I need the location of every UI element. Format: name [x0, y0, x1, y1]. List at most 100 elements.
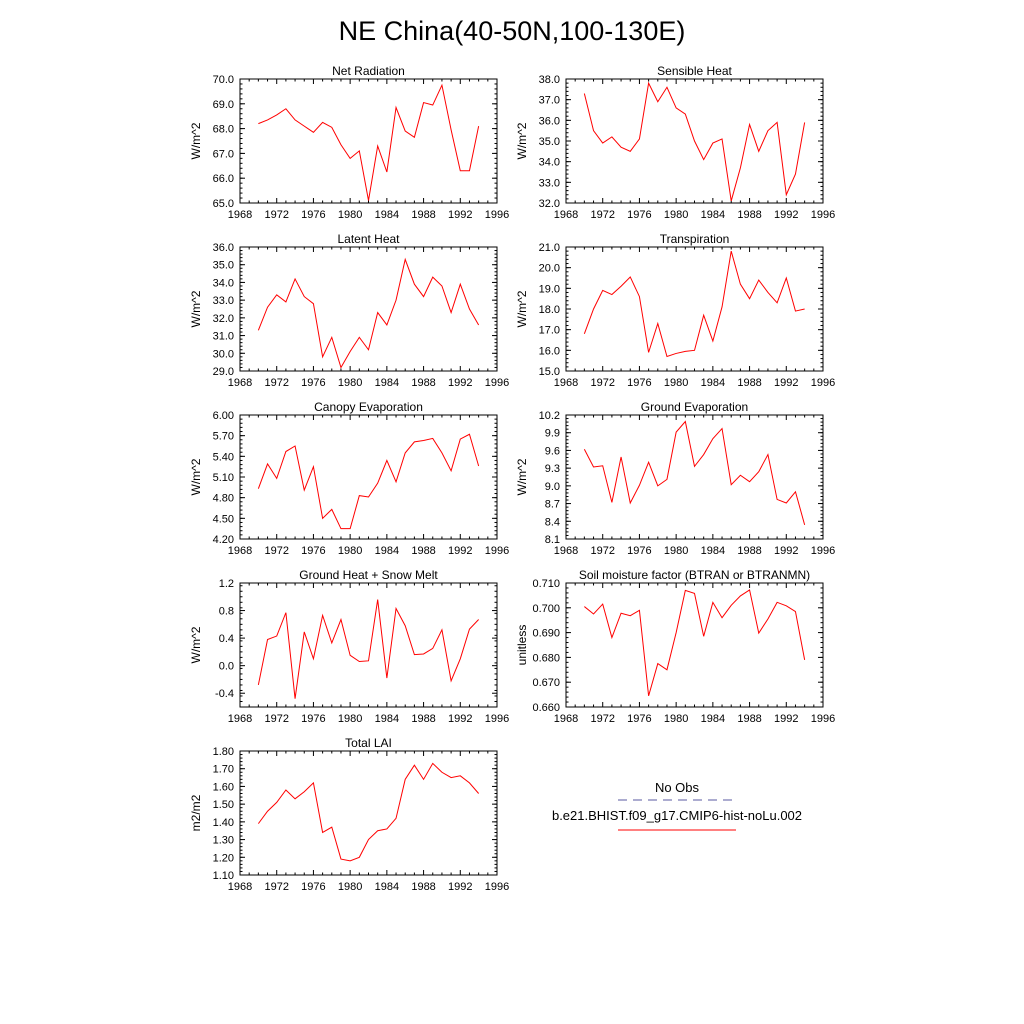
chart-panel: Ground Heat + Snow Melt W/m^2 1968 1972 1976… — [189, 568, 509, 725]
y-tick-label: 0.700 — [532, 603, 560, 615]
x-tick-label: 1992 — [774, 209, 798, 221]
x-tick-label: 1972 — [590, 209, 614, 221]
y-tick-label: 37.0 — [539, 95, 560, 107]
x-tick-label: 1984 — [375, 545, 399, 557]
series-line — [257, 257, 480, 369]
x-tick-label: 1996 — [811, 713, 835, 725]
x-tick-label: 1980 — [664, 209, 688, 221]
y-tick-label: 8.7 — [545, 499, 560, 511]
x-tick-label: 1992 — [774, 545, 798, 557]
chart-title: Canopy Evaporation — [314, 400, 423, 414]
y-tick-label: 0.8 — [219, 606, 234, 618]
x-tick-label: 1988 — [411, 713, 435, 725]
y-tick-label: 70.0 — [213, 74, 234, 86]
y-tick-label: 8.1 — [545, 534, 560, 546]
page-title: NE China(40-50N,100-130E) — [339, 16, 686, 46]
x-tick-label: 1968 — [554, 209, 578, 221]
x-tick-label: 1976 — [301, 209, 325, 221]
x-tick-label: 1980 — [664, 377, 688, 389]
x-tick-label: 1976 — [627, 209, 651, 221]
series-line — [257, 599, 480, 699]
series-line — [257, 762, 480, 862]
y-tick-label: 4.50 — [213, 513, 234, 525]
series-line — [583, 81, 806, 202]
y-tick-label: 29.0 — [213, 366, 234, 378]
plot-frame — [239, 750, 498, 876]
x-tick-label: 1976 — [301, 377, 325, 389]
y-tick-label: 16.0 — [539, 345, 560, 357]
y-axis-label: W/m^2 — [189, 626, 203, 663]
chart-title: Soil moisture factor (BTRAN or BTRANMN) — [579, 568, 810, 582]
x-tick-label: 1988 — [411, 209, 435, 221]
y-axis-label: W/m^2 — [515, 458, 529, 495]
x-tick-label: 1980 — [664, 545, 688, 557]
x-tick-label: 1984 — [375, 377, 399, 389]
y-axis-label: W/m^2 — [189, 458, 203, 495]
chart-panel: Net Radiation W/m^2 1968 1972 1976 1980 1984 19… — [189, 64, 509, 221]
y-tick-label: 38.0 — [539, 74, 560, 86]
x-tick-label: 1968 — [228, 209, 252, 221]
x-tick-label: 1980 — [338, 713, 362, 725]
y-tick-label: 33.0 — [539, 177, 560, 189]
x-tick-label: 1972 — [590, 377, 614, 389]
x-tick-label: 1984 — [375, 881, 399, 893]
y-tick-label: 1.60 — [213, 781, 234, 793]
y-tick-label: -0.4 — [215, 688, 234, 700]
y-axis-label: W/m^2 — [189, 122, 203, 159]
plot-frame — [565, 246, 824, 372]
y-tick-label: 4.80 — [213, 493, 234, 505]
y-tick-label: 0.4 — [219, 633, 234, 645]
series-line — [583, 250, 805, 358]
y-tick-label: 66.0 — [213, 173, 234, 185]
legend-model-label: b.e21.BHIST.f09_g17.CMIP6-hist-noLu.002 — [552, 808, 802, 823]
x-tick-label: 1976 — [627, 377, 651, 389]
y-tick-label: 35.0 — [213, 260, 234, 272]
chart-panel: Canopy Evaporation W/m^2 1968 1972 1976 1980 1… — [189, 400, 509, 557]
x-tick-label: 1980 — [664, 713, 688, 725]
y-tick-label: 21.0 — [539, 242, 560, 254]
x-tick-label: 1988 — [411, 377, 435, 389]
y-tick-label: 69.0 — [213, 99, 234, 111]
y-tick-label: 1.80 — [213, 746, 234, 758]
y-tick-label: 36.0 — [213, 242, 234, 254]
series-line — [258, 83, 480, 201]
chart-title: Sensible Heat — [657, 64, 732, 78]
series-line — [584, 589, 806, 696]
y-tick-label: 34.0 — [213, 277, 234, 289]
y-tick-label: 33.0 — [213, 295, 234, 307]
y-tick-label: 1.50 — [213, 799, 234, 811]
x-tick-label: 1968 — [228, 713, 252, 725]
y-tick-label: 65.0 — [213, 198, 234, 210]
x-tick-label: 1996 — [811, 545, 835, 557]
x-tick-label: 1976 — [301, 713, 325, 725]
y-tick-label: 1.2 — [219, 578, 234, 590]
y-tick-label: 32.0 — [539, 198, 560, 210]
y-tick-label: 1.70 — [213, 764, 234, 776]
x-tick-label: 1988 — [737, 713, 761, 725]
chart-panel: Ground Evaporation W/m^2 1968 1972 1976 1980 1… — [515, 400, 835, 557]
x-tick-label: 1968 — [554, 545, 578, 557]
y-tick-label: 0.690 — [532, 628, 560, 640]
legend: No Obs b.e21.BHIST.f09_g17.CMIP6-hist-no… — [552, 780, 802, 831]
x-tick-label: 1980 — [338, 377, 362, 389]
chart-title: Latent Heat — [337, 232, 400, 246]
x-tick-label: 1972 — [264, 209, 288, 221]
x-tick-label: 1992 — [448, 713, 472, 725]
x-tick-label: 1984 — [375, 713, 399, 725]
y-tick-label: 0.710 — [532, 578, 560, 590]
y-axis-label: W/m^2 — [515, 122, 529, 159]
y-tick-label: 1.30 — [213, 835, 234, 847]
y-tick-label: 10.2 — [539, 410, 560, 422]
x-tick-label: 1976 — [301, 545, 325, 557]
chart-title: Ground Heat + Snow Melt — [299, 568, 438, 582]
plot-frame — [239, 78, 498, 204]
x-tick-label: 1992 — [448, 881, 472, 893]
chart-title: Net Radiation — [332, 64, 405, 78]
x-tick-label: 1988 — [411, 881, 435, 893]
y-tick-label: 34.0 — [539, 157, 560, 169]
plot-frame — [239, 414, 498, 540]
chart-panel: Latent Heat W/m^2 1968 1972 1976 1980 1984 1988… — [189, 232, 509, 389]
y-tick-label: 9.9 — [545, 428, 560, 440]
y-tick-label: 9.0 — [545, 481, 560, 493]
